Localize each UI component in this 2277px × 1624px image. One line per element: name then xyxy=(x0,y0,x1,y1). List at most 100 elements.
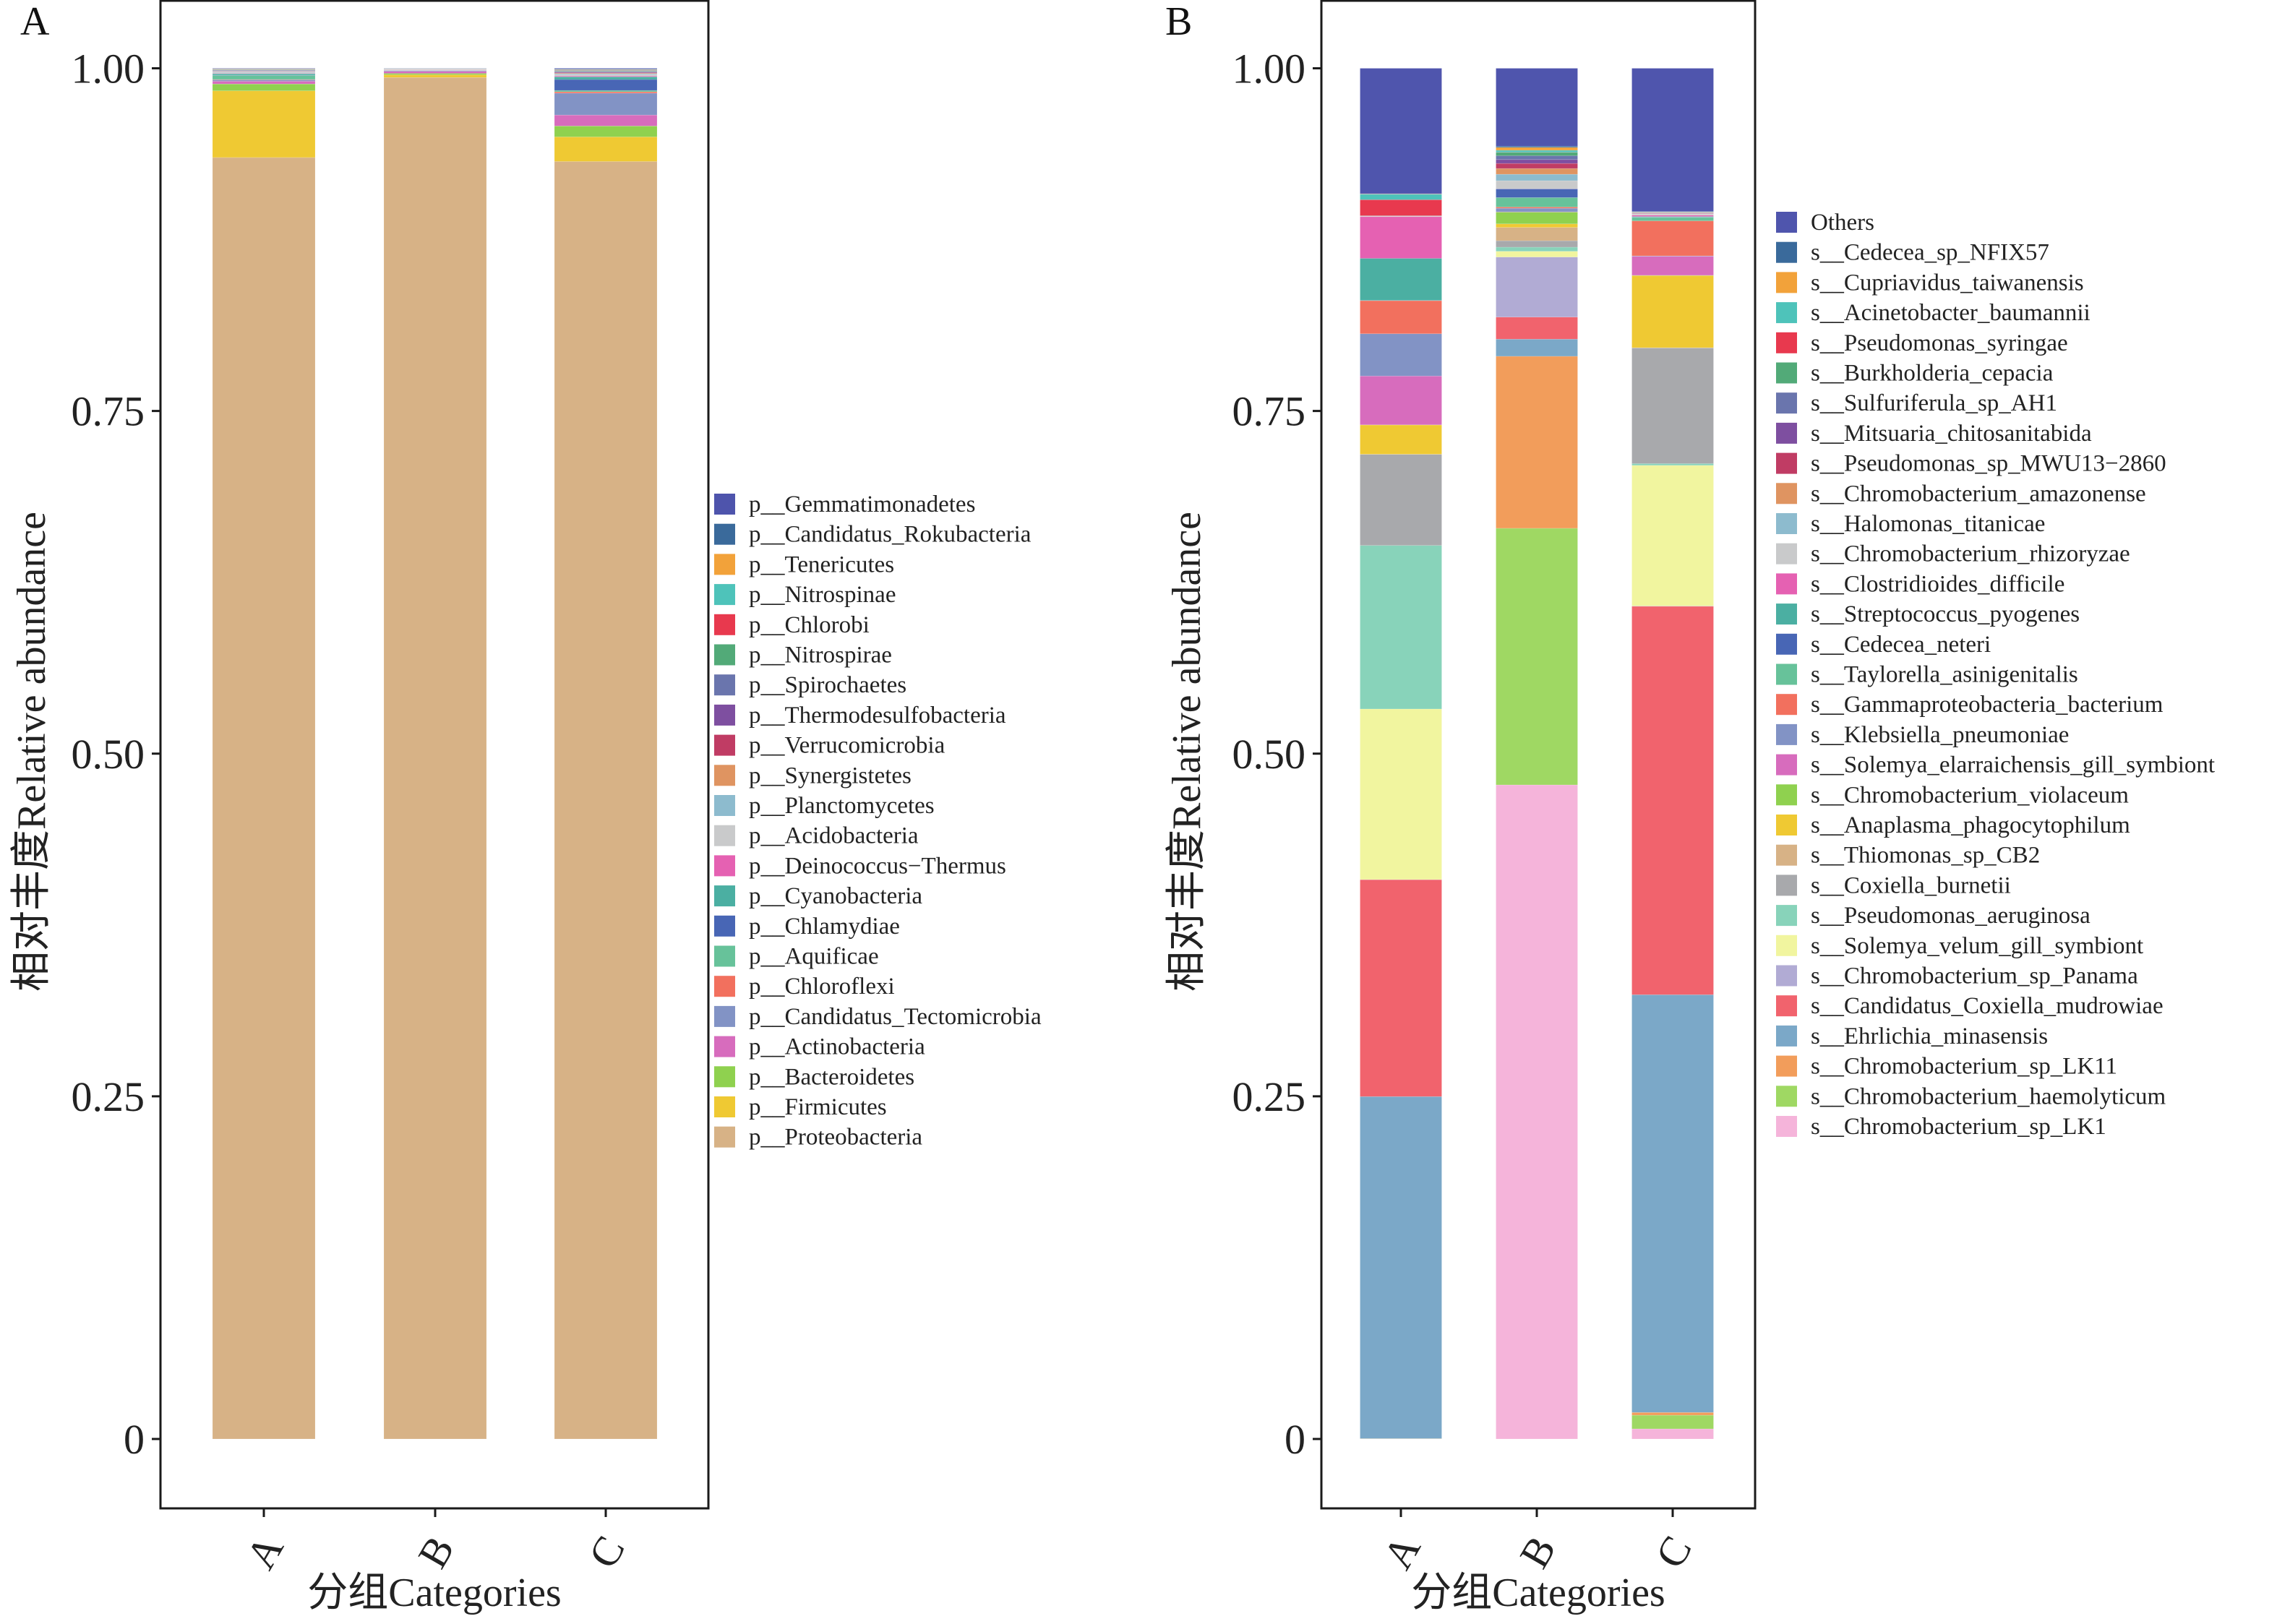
legend-item-s-coxiella-burnetii: s__Coxiella_burnetii xyxy=(1776,872,2011,898)
bar-segment-b-a-s-streptococcus-pyogenes xyxy=(1360,258,1442,301)
legend-item-p-candidatus-rokubacteria: p__Candidatus_Rokubacteria xyxy=(714,522,1032,548)
legend-swatch xyxy=(714,976,735,997)
legend-swatch xyxy=(1776,332,1797,353)
legend-item-s-chromobacterium-sp-panama: s__Chromobacterium_sp_Panama xyxy=(1776,963,2138,989)
legend-swatch xyxy=(1776,723,1797,745)
legend-item-p-spirochaetes: p__Spirochaetes xyxy=(714,672,906,698)
bar-segment-a-a-p-aquificae xyxy=(212,74,316,80)
legend-item-s-thiomonas-sp-cb2: s__Thiomonas_sp_CB2 xyxy=(1776,843,2040,869)
legend-swatch xyxy=(1776,362,1797,384)
bar-segment-b-b-s-cupriavidus-taiwanensis xyxy=(1496,147,1578,151)
bar-segment-a-a-p-actinobacteria xyxy=(212,81,316,85)
legend-item-s-pseudomonas-aeruginosa: s__Pseudomonas_aeruginosa xyxy=(1776,903,2091,929)
legend-label: p__Acidobacteria xyxy=(749,823,919,849)
legend-item-s-streptococcus-pyogenes: s__Streptococcus_pyogenes xyxy=(1776,601,2080,627)
bar-segment-b-a-s-anaplasma-phagocytophilum xyxy=(1360,424,1442,455)
legend-item-s-chromobacterium-amazonense: s__Chromobacterium_amazonense xyxy=(1776,481,2146,507)
legend-label: s__Candidatus_Coxiella_mudrowiae xyxy=(1811,993,2164,1019)
legend-label: s__Chromobacterium_haemolyticum xyxy=(1811,1083,2166,1109)
legend-label: s__Cedecea_neteri xyxy=(1811,632,1991,658)
y-tick-label: 1.00 xyxy=(1232,46,1306,93)
legend-item-s-anaplasma-phagocytophilum: s__Anaplasma_phagocytophilum xyxy=(1776,812,2130,838)
legend-label: p__Deinococcus−Thermus xyxy=(749,853,1006,879)
legend-swatch xyxy=(714,704,735,726)
bar-segment-b-b-s-chromobacterium-sp-lk11 xyxy=(1496,356,1578,529)
bar-segment-b-b-s-gammaproteobacteria-bacterium xyxy=(1496,207,1578,209)
legend-item-others: Others xyxy=(1776,210,1874,236)
legend-label: p__Synergistetes xyxy=(749,762,912,789)
legend-label: p__Chlorobi xyxy=(749,612,870,638)
legend-swatch xyxy=(1776,694,1797,716)
legend-swatch xyxy=(1776,995,1797,1017)
legend-label: s__Halomonas_titanicae xyxy=(1811,511,2045,537)
legend-swatch xyxy=(1776,875,1797,896)
legend-item-p-nitrospinae: p__Nitrospinae xyxy=(714,582,896,608)
bar-segment-b-b-s-candidatus-coxiella-mudrowiae xyxy=(1496,317,1578,340)
bar-segment-a-b-p-proteobacteria xyxy=(383,77,487,1440)
legend-item-p-actinobacteria: p__Actinobacteria xyxy=(714,1034,925,1060)
x-tick-label-b: B xyxy=(408,1528,463,1576)
legend-label: s__Chromobacterium_sp_LK11 xyxy=(1811,1054,2117,1080)
panel-a-bars xyxy=(212,68,658,1440)
legend-item-s-chromobacterium-sp-lk1: s__Chromobacterium_sp_LK1 xyxy=(1776,1114,2106,1140)
legend-label: p__Candidatus_Tectomicrobia xyxy=(749,1004,1042,1030)
legend-item-s-mitsuaria-chitosanitabida: s__Mitsuaria_chitosanitabida xyxy=(1776,421,2092,447)
x-tick-label-a: A xyxy=(1373,1527,1429,1577)
legend-swatch xyxy=(1776,905,1797,927)
legend-item-p-chlorobi: p__Chlorobi xyxy=(714,612,870,638)
legend-item-p-tenericutes: p__Tenericutes xyxy=(714,551,894,577)
bar-segment-a-b-p-firmicutes xyxy=(383,74,487,78)
legend-swatch xyxy=(1776,1086,1797,1107)
bar-segment-b-b-s-pseudomonas-sp-mwu13-2860 xyxy=(1496,163,1578,169)
bar-segment-b-b-s-anaplasma-phagocytophilum xyxy=(1496,223,1578,228)
panel-a-legend: p__Gemmatimonadetes p__Candidatus_Rokubac… xyxy=(714,491,1042,1151)
bar-segment-b-b-s-thiomonas-sp-cb2 xyxy=(1496,227,1578,241)
legend-swatch xyxy=(714,644,735,666)
legend-swatch xyxy=(1776,392,1797,414)
legend-label: p__Verrucomicrobia xyxy=(749,733,945,759)
legend-swatch xyxy=(714,1066,735,1088)
panel-a: A 0 0.25 0.50 0.75 1.00 A B C 相对丰度Relative abu… xyxy=(9,0,1042,1615)
panel-a-y-axis: 0 0.25 0.50 0.75 1.00 xyxy=(72,46,160,1463)
bar-segment-a-a-p-proteobacteria xyxy=(212,157,316,1440)
legend-item-s-clostridioides-difficile: s__Clostridioides_difficile xyxy=(1776,571,2064,597)
bar-segment-b-b-s-coxiella-burnetii xyxy=(1496,240,1578,248)
panel-b-y-axis: 0 0.25 0.50 0.75 1.00 xyxy=(1232,46,1321,1463)
y-tick-label: 0.75 xyxy=(1232,388,1306,435)
legend-item-s-chromobacterium-violaceum: s__Chromobacterium_violaceum xyxy=(1776,782,2129,808)
legend-label: s__Clostridioides_difficile xyxy=(1811,571,2064,597)
legend-label: s__Pseudomonas_syringae xyxy=(1811,330,2068,356)
bar-segment-b-c-s-ehrlichia-minasensis xyxy=(1631,994,1714,1413)
bar-segment-b-c-s-chromobacterium-sp-lk11 xyxy=(1631,1412,1714,1416)
y-tick-label: 0 xyxy=(1285,1416,1305,1463)
x-tick-label-c: C xyxy=(579,1528,634,1576)
legend-item-p-acidobacteria: p__Acidobacteria xyxy=(714,823,919,849)
legend-label: s__Cupriavidus_taiwanensis xyxy=(1811,270,2084,296)
legend-label: s__Taylorella_asinigenitalis xyxy=(1811,662,2078,688)
bar-segment-b-b-s-chromobacterium-sp-panama xyxy=(1496,257,1578,318)
legend-label: s__Cedecea_sp_NFIX57 xyxy=(1811,240,2049,266)
bar-segment-b-b-s-chromobacterium-haemolyticum xyxy=(1496,528,1578,786)
bar-segment-b-b-s-halomonas-titanicae xyxy=(1496,173,1578,181)
legend-label: s__Anaplasma_phagocytophilum xyxy=(1811,812,2130,838)
y-tick-label: 0.25 xyxy=(72,1073,145,1120)
bar-segment-b-b-s-solemya-velum-gill-symbiont xyxy=(1496,251,1578,257)
legend-label: p__Nitrospirae xyxy=(749,643,892,669)
bar-segment-b-c-others xyxy=(1631,68,1714,212)
legend-item-s-chromobacterium-rhizoryzae: s__Chromobacterium_rhizoryzae xyxy=(1776,541,2130,567)
legend-item-p-cyanobacteria: p__Cyanobacteria xyxy=(714,883,922,909)
legend-swatch xyxy=(1776,272,1797,293)
legend-swatch xyxy=(1776,483,1797,504)
legend-swatch xyxy=(714,734,735,756)
bar-segment-b-c-s-chromobacterium-haemolyticum xyxy=(1631,1414,1714,1430)
bar-segment-b-b-s-acinetobacter-baumannii xyxy=(1496,150,1578,152)
legend-swatch xyxy=(1776,513,1797,534)
legend-swatch xyxy=(1776,935,1797,956)
legend-swatch xyxy=(1776,1116,1797,1137)
y-tick-label: 0.50 xyxy=(72,731,145,778)
legend-item-p-firmicutes: p__Firmicutes xyxy=(714,1094,887,1120)
panel-a-y-axis-title: 相对丰度Relative abundance xyxy=(9,512,54,992)
legend-label: s__Acinetobacter_baumannii xyxy=(1811,300,2091,326)
legend-label: s__Coxiella_burnetii xyxy=(1811,872,2011,898)
